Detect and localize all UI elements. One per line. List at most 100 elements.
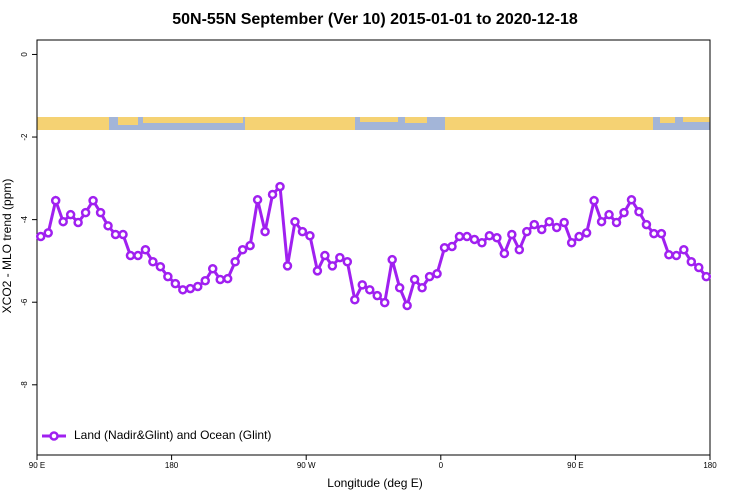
x-tick-label: 0: [439, 461, 444, 470]
data-point: [222, 273, 233, 284]
data-point: [589, 195, 599, 206]
data-point: [230, 256, 240, 267]
data-point: [148, 256, 158, 267]
data-point: [267, 189, 278, 200]
data-point: [686, 256, 697, 267]
x-tick-label: 180: [703, 461, 717, 470]
data-point: [454, 231, 465, 242]
data-point: [200, 275, 210, 286]
data-point: [327, 261, 338, 271]
data-point: [118, 229, 128, 240]
data-point: [155, 261, 166, 272]
data-point: [604, 209, 614, 220]
data-point: [372, 290, 382, 301]
data-point: [237, 245, 248, 255]
data-point: [551, 222, 562, 233]
data-point: [125, 250, 136, 261]
data-point: [529, 219, 540, 230]
data-point: [110, 229, 121, 240]
data-point: [671, 250, 682, 261]
land-ocean-strip: [37, 117, 710, 130]
data-point: [170, 278, 181, 289]
data-point: [365, 285, 375, 295]
data-point: [424, 271, 435, 282]
data-point: [537, 224, 547, 235]
data-point: [499, 248, 510, 259]
data-point: [43, 228, 53, 238]
data-point: [566, 238, 577, 248]
data-point: [215, 274, 225, 285]
data-point: [634, 207, 644, 217]
chart-title: 50N-55N September (Ver 10) 2015-01-01 to…: [172, 11, 578, 28]
data-point: [80, 207, 91, 218]
data-point: [95, 207, 106, 218]
x-tick-label: 180: [165, 461, 179, 470]
y-axis-label: XCO2 - MLO trend (ppm): [0, 179, 14, 314]
data-point: [50, 195, 61, 206]
data-point: [484, 230, 495, 241]
data-point: [350, 294, 360, 305]
data-point: [581, 228, 592, 238]
data-point: [305, 230, 315, 241]
data-point: [544, 216, 554, 227]
data-point: [282, 261, 293, 271]
data-point: [619, 207, 629, 218]
plot-frame: [36, 39, 711, 456]
data-point: [574, 231, 584, 242]
data-point: [178, 285, 188, 295]
data-point: [514, 245, 525, 255]
data-point: [103, 221, 113, 231]
data-point: [357, 280, 368, 290]
data-point: [88, 195, 98, 206]
data-point: [477, 238, 487, 248]
data-point: [641, 219, 652, 230]
data-point: [402, 300, 412, 311]
data-point: [35, 231, 46, 242]
y-tick-label: 0: [20, 52, 29, 57]
data-point: [185, 283, 196, 294]
data-point: [379, 297, 390, 308]
data-point: [507, 229, 517, 240]
y-tick-label: -2: [20, 133, 29, 141]
data-point: [297, 226, 308, 237]
data-point: [335, 252, 345, 263]
data-point: [140, 245, 151, 255]
data-point: [290, 216, 300, 227]
x-tick-label: 90 W: [297, 461, 316, 470]
data-point: [611, 217, 622, 228]
data-point: [679, 245, 689, 255]
y-tick-label: -8: [20, 381, 29, 389]
data-point: [163, 271, 173, 282]
data-point: [245, 240, 255, 251]
data-point: [462, 231, 472, 242]
data-point: [559, 217, 569, 228]
data-point: [394, 283, 405, 293]
legend-marker: [49, 431, 59, 441]
data-point: [65, 209, 76, 220]
x-axis-label: Longitude (deg E): [327, 476, 422, 490]
data-point: [252, 195, 263, 205]
data-point: [432, 268, 442, 279]
data-point: [596, 216, 607, 227]
data-point: [522, 226, 532, 237]
data-point: [664, 249, 674, 260]
data-point: [694, 262, 704, 273]
data-point: [387, 254, 397, 265]
data-point: [701, 271, 712, 282]
x-tick-label: 90 E: [29, 461, 45, 470]
data-point: [312, 266, 323, 276]
data-point: [409, 274, 420, 285]
data-point: [320, 250, 330, 261]
y-tick-label: -4: [20, 216, 29, 224]
data-point: [439, 242, 450, 253]
data-point: [133, 250, 143, 261]
data-point: [207, 264, 218, 274]
y-tick-label: -6: [20, 298, 29, 306]
data-point: [447, 241, 457, 252]
x-tick-label: 90 E: [567, 461, 583, 470]
data-point: [193, 281, 203, 292]
data-point: [73, 217, 83, 228]
data-point: [626, 195, 637, 205]
data-point: [342, 256, 353, 267]
